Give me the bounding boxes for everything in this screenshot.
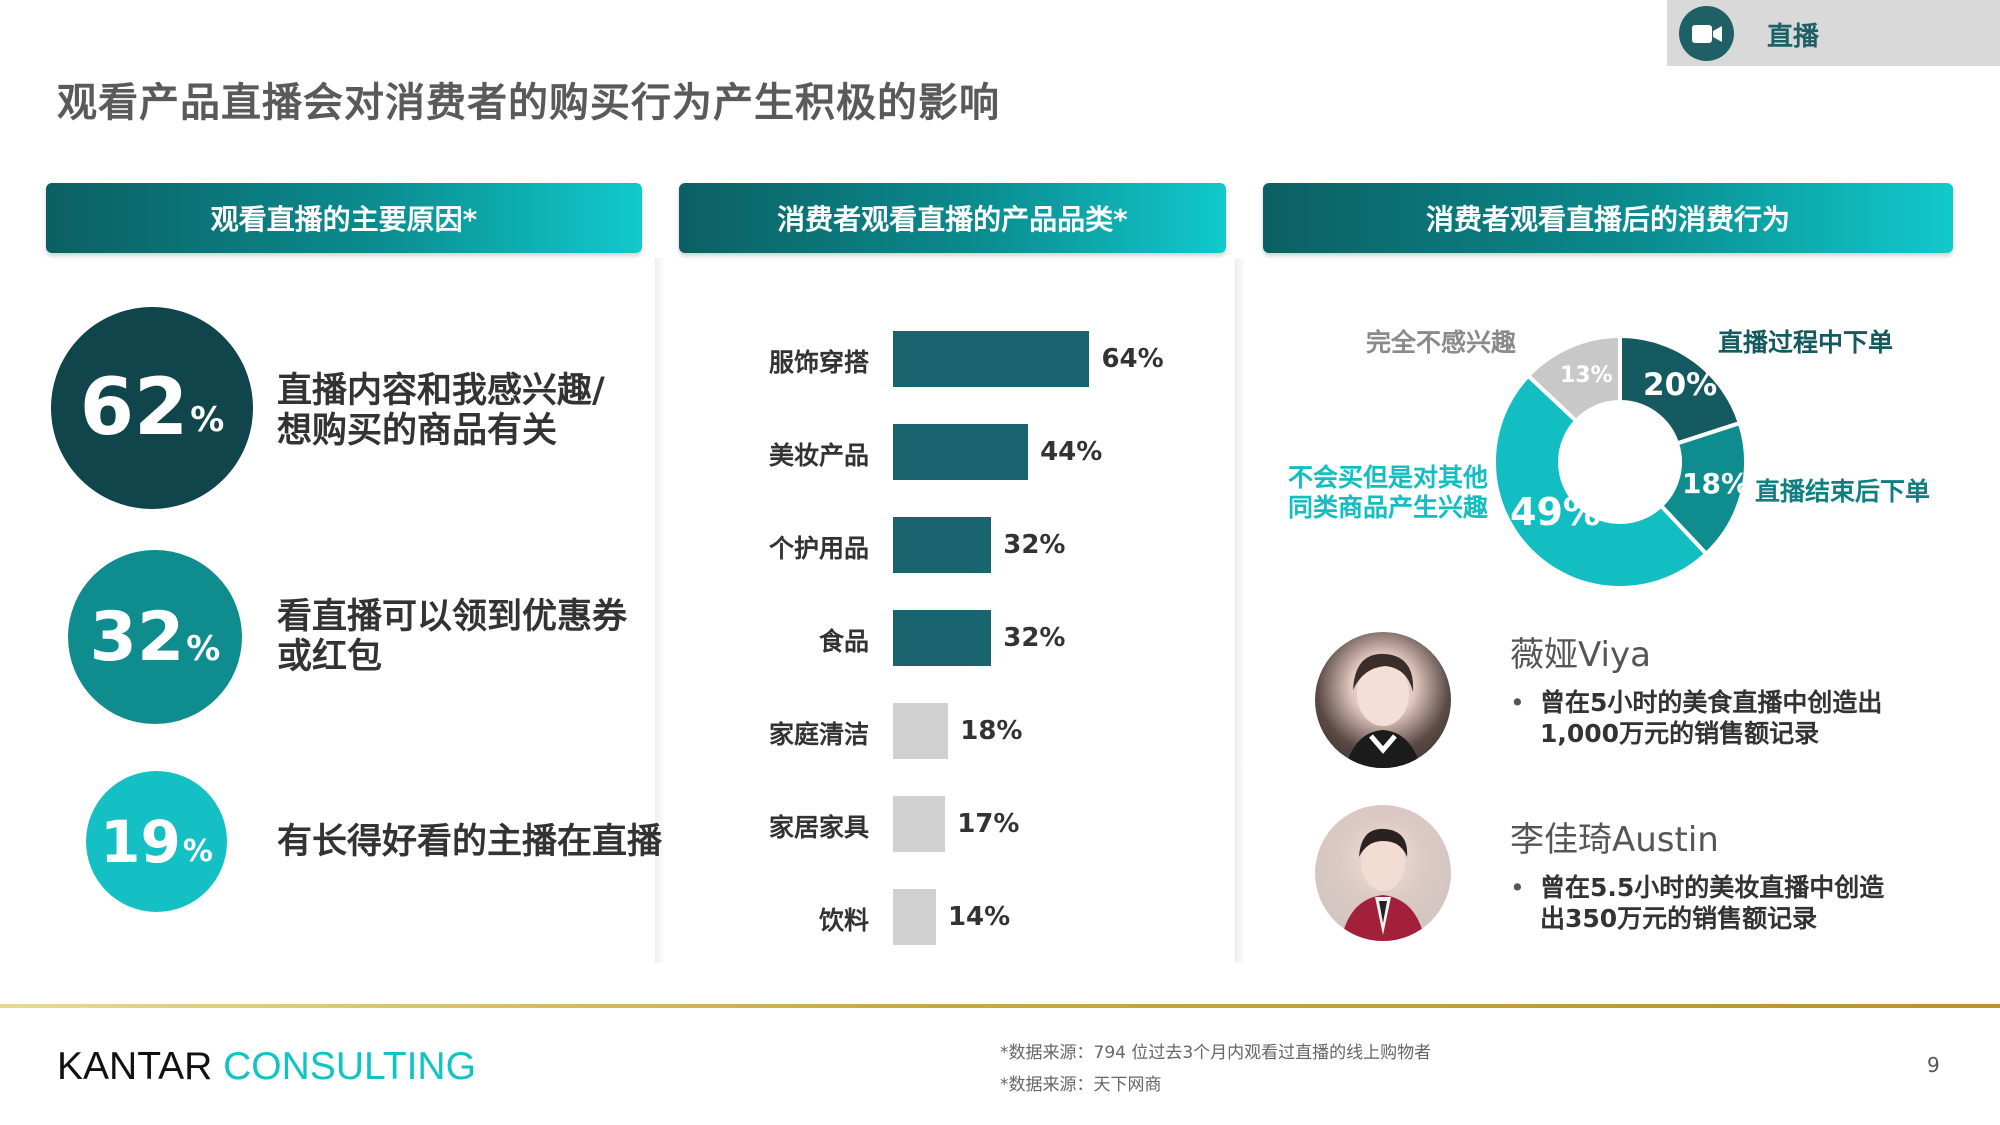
bar-value-label: 14% — [947, 902, 1011, 932]
column-divider — [655, 258, 665, 963]
footer-divider — [0, 1004, 2000, 1008]
avatar — [1315, 632, 1451, 768]
reason-percent-circle: 32% — [68, 550, 242, 724]
bullet-line: 曾在5小时的美食直播中创造出 — [1540, 688, 1883, 717]
reason-percent-value: 32 — [89, 597, 185, 677]
category-label: 饮料 — [818, 906, 869, 935]
page-number: 9 — [1927, 1053, 1940, 1077]
reason-text: 看直播可以领到优惠券 或红包 — [277, 597, 627, 677]
reason-text-line: 直播内容和我感兴趣/ — [277, 371, 605, 411]
panel-header-categories: 消费者观看直播的产品品类* — [679, 183, 1226, 253]
page-title: 观看产品直播会对消费者的购买行为产生积极的影响 — [57, 80, 1000, 126]
slice-label-line: 同类商品产生兴趣 — [1288, 493, 1489, 522]
reason-percent-value: 62 — [79, 363, 189, 453]
bar-value-label: 32% — [1003, 623, 1066, 653]
percent-unit: % — [186, 629, 221, 669]
reason-text-line: 看直播可以领到优惠券 — [277, 597, 628, 637]
bar-value-label: 18% — [960, 716, 1023, 746]
slice-label-line: 不会买但是对其他 — [1288, 463, 1489, 492]
reason-percent-circle: 19% — [86, 771, 227, 912]
behavior-donut-chart — [1492, 333, 1748, 590]
avatar-viya-illustration — [1345, 653, 1421, 768]
donut-slice — [1525, 333, 1622, 424]
bar-value-label: 64% — [1101, 344, 1164, 374]
slice-category-label: 直播结束后下单 — [1755, 477, 1931, 506]
avatar — [1315, 805, 1451, 941]
bar — [893, 610, 992, 666]
slice-value-label: 20% — [1643, 367, 1718, 403]
reason-text-line: 或红包 — [277, 637, 383, 677]
panel-header-reasons: 观看直播的主要原因* — [46, 183, 642, 253]
category-label: 食品 — [818, 627, 869, 656]
avatar-austin-illustration — [1341, 828, 1425, 941]
bar-value-label: 44% — [1040, 437, 1103, 467]
video-camera-icon — [1679, 6, 1734, 61]
influencer-name: 李佳琦Austin — [1510, 820, 1719, 860]
brand-logo-part: KANTAR — [57, 1045, 213, 1088]
slice-category-label: 不会买但是对其他 同类商品产生兴趣 — [1288, 463, 1488, 523]
slice-category-label: 完全不感兴趣 — [1366, 328, 1517, 357]
slice-value-label: 18% — [1682, 467, 1750, 500]
donut-slice — [1658, 420, 1748, 557]
brand-logo: KANTAR CONSULTING — [57, 1045, 476, 1089]
reason-percent-circle: 62% — [51, 307, 253, 509]
percent-unit: % — [190, 400, 225, 440]
bar-value-label: 32% — [1003, 530, 1066, 560]
category-label: 家庭清洁 — [768, 720, 869, 749]
category-label: 美妆产品 — [768, 441, 869, 470]
bullet-dot: • — [1510, 688, 1525, 717]
reason-text: 直播内容和我感兴趣/ 想购买的商品有关 — [277, 371, 605, 451]
influencer-bullet: • 曾在5小时的美食直播中创造出 1,000万元的销售额记录 — [1510, 687, 1883, 749]
bullet-line: 出350万元的销售额记录 — [1540, 904, 1818, 933]
category-label: 个护用品 — [768, 534, 869, 563]
brand-logo-part: CONSULTING — [223, 1045, 476, 1088]
section-tag: 直播 — [1667, 0, 2000, 66]
bar-value-label: 17% — [957, 809, 1020, 839]
bullet-line: 曾在5.5小时的美妆直播中创造 — [1540, 873, 1885, 902]
bar — [893, 517, 992, 573]
influencer-bullet: • 曾在5.5小时的美妆直播中创造 出350万元的销售额记录 — [1510, 872, 1885, 934]
bullet-dot: • — [1510, 873, 1525, 902]
category-label: 服饰穿搭 — [768, 348, 869, 377]
data-source-note: *数据来源：天下网商 — [1000, 1075, 1162, 1095]
bar — [893, 331, 1090, 387]
reason-text: 有长得好看的主播在直播 — [277, 822, 662, 862]
bar — [893, 796, 946, 852]
influencer-name: 薇娅Viya — [1510, 635, 1651, 675]
reason-text-line: 想购买的商品有关 — [277, 411, 558, 451]
panel-header-behavior: 消费者观看直播后的消费行为 — [1263, 183, 1953, 253]
section-tag-label: 直播 — [1767, 22, 1820, 52]
donut-slice — [1492, 372, 1710, 590]
slice-value-label: 49% — [1510, 490, 1601, 534]
data-source-note: *数据来源：794 位过去3个月内观看过直播的线上购物者 — [1000, 1043, 1432, 1063]
bar — [893, 424, 1029, 480]
bar — [893, 889, 936, 945]
percent-unit: % — [182, 834, 213, 869]
bar — [893, 703, 949, 759]
donut-slice — [1618, 333, 1743, 446]
reason-percent-value: 19 — [100, 807, 181, 876]
reason-text-line: 有长得好看的主播在直播 — [277, 822, 663, 862]
slice-category-label: 直播过程中下单 — [1718, 328, 1894, 357]
slice-value-label: 13% — [1560, 363, 1613, 388]
category-label: 家居家具 — [768, 813, 869, 842]
column-divider — [1235, 258, 1245, 963]
bullet-line: 1,000万元的销售额记录 — [1540, 719, 1820, 748]
